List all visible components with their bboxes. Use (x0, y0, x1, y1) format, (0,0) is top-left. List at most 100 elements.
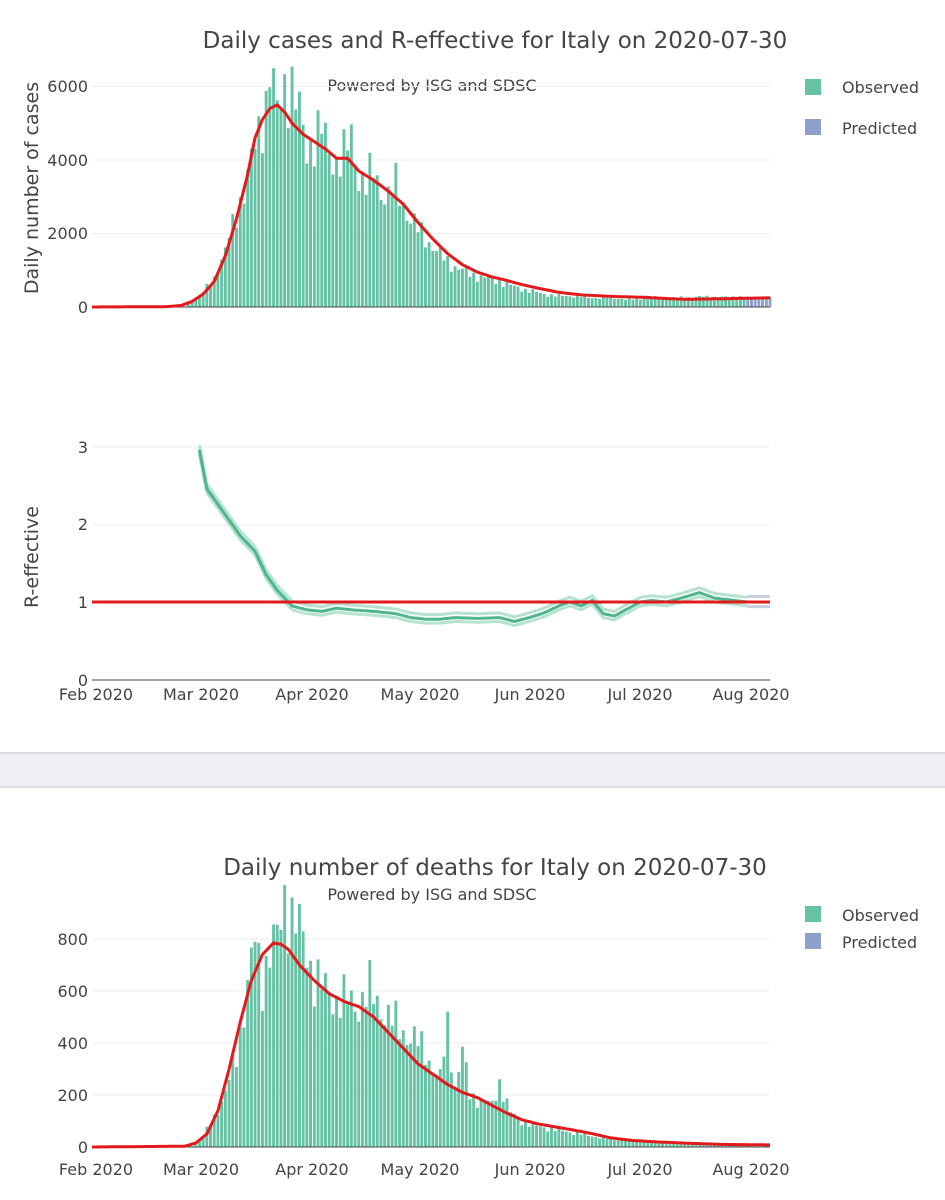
cases-observed-bar-day-41 (242, 203, 246, 307)
deaths-observed-bar-day-111 (501, 1101, 505, 1147)
cases-observed-bar-day-66 (335, 156, 338, 307)
cases-observed-bar-day-79 (383, 204, 387, 307)
reff-y-axis-label: R-effective (21, 506, 43, 608)
deaths-observed-bar-day-149 (642, 1141, 646, 1147)
deaths-observed-bar-day-102 (468, 1099, 472, 1147)
cases-observed-bar-day-36 (223, 247, 227, 307)
deaths-observed-bar-day-98 (453, 1086, 457, 1147)
deaths-observed-bar-day-51 (279, 929, 283, 1147)
deaths-observed-bar-day-124 (550, 1127, 553, 1147)
cases-observed-bar-day-133 (583, 295, 587, 307)
cases-predicted-bar-day-183 (768, 296, 772, 307)
cases-predicted-bar-day-179 (753, 296, 757, 307)
cases-observed-bar-day-158 (675, 297, 679, 307)
deaths-ytick-400: 400 (57, 1034, 88, 1053)
cases-predicted-bar-day-181 (761, 296, 764, 307)
deaths-legend-predicted-label[interactable]: Predicted (842, 933, 917, 952)
deaths-xtick-jun: Jun 2020 (494, 1160, 566, 1179)
deaths-observed-bar-day-71 (353, 1011, 357, 1147)
cases-observed-bar-day-155 (664, 299, 668, 307)
deaths-observed-bar-day-152 (653, 1141, 657, 1147)
legend-predicted-label[interactable]: Predicted (842, 119, 917, 138)
cases-observed-bar-day-50 (275, 100, 279, 307)
cases-observed-bar-day-94 (438, 247, 442, 307)
deaths-observed-bar-day-154 (661, 1142, 664, 1147)
legend-observed-label[interactable]: Observed (842, 78, 919, 97)
cases-observed-bar-day-47 (264, 90, 268, 308)
cases-observed-bar-day-26 (186, 304, 190, 307)
deaths-observed-bar-day-151 (650, 1142, 653, 1147)
cases-observed-bar-day-134 (587, 297, 590, 307)
cases-observed-bar-day-124 (550, 294, 553, 307)
deaths-observed-bar-day-155 (664, 1143, 668, 1147)
deaths-gridlines (92, 938, 770, 1096)
deaths-observed-bar-day-114 (512, 1114, 516, 1147)
cases-observed-bar-day-153 (657, 298, 661, 307)
deaths-observed-bar-day-106 (483, 1101, 487, 1147)
deaths-ytick-600: 600 (57, 982, 88, 1001)
deaths-observed-bar-day-163 (694, 1143, 698, 1147)
deaths-observed-bar-day-60 (312, 1006, 316, 1147)
cases-observed-bar-day-45 (257, 116, 261, 307)
deaths-observed-bar-day-38 (231, 1054, 235, 1147)
cases-predicted-bar-day-177 (746, 296, 750, 307)
deaths-observed-bar-day-35 (220, 1101, 224, 1147)
cases-observed-bar-day-58 (305, 163, 309, 307)
deaths-observed-bar-day-137 (598, 1138, 601, 1147)
cases-observed-bar-day-35 (220, 259, 224, 307)
cases-observed-bar-day-70 (349, 124, 353, 307)
cases-observed-bar-day-32 (209, 285, 212, 307)
reff-ytick-0: 0 (78, 671, 88, 690)
cases-ytick-0: 0 (78, 298, 88, 317)
deaths-observed-bar-day-94 (438, 1069, 442, 1147)
cases-observed-bar-day-76 (372, 177, 375, 307)
cases-observed-bar-day-117 (524, 288, 527, 307)
deaths-observed-bar-day-144 (624, 1140, 627, 1147)
deaths-x-axis: Feb 2020 Mar 2020 Apr 2020 May 2020 Jun … (59, 1160, 790, 1179)
deaths-observed-bar-day-61 (316, 959, 320, 1147)
xtick-apr: Apr 2020 (275, 685, 348, 704)
deaths-chart-title: Daily number of deaths for Italy on 2020… (223, 855, 767, 881)
cases-observed-bar-day-98 (453, 266, 457, 307)
deaths-legend-observed-label[interactable]: Observed (842, 906, 919, 925)
deaths-observed-bar-day-100 (461, 1046, 464, 1147)
deaths-observed-bar-day-46 (261, 1011, 264, 1147)
cases-observed-bar-day-176 (742, 297, 746, 307)
cases-observed-bar-day-54 (290, 66, 294, 307)
deaths-observed-bar-day-74 (364, 1006, 368, 1147)
section-divider (0, 752, 945, 788)
deaths-observed-bar-day-97 (449, 1072, 453, 1147)
deaths-observed-bar-day-66 (335, 995, 338, 1147)
cases-observed-bar-day-74 (364, 194, 368, 307)
cases-observed-bar-day-73 (361, 173, 364, 307)
deaths-observed-bar-day-104 (475, 1107, 479, 1147)
cases-observed-bar-day-115 (516, 286, 520, 307)
cases-observed-bar-day-67 (338, 176, 342, 307)
deaths-observed-bar-day-79 (383, 1025, 387, 1147)
cases-observed-bar-day-136 (594, 298, 598, 307)
deaths-legend[interactable]: Observed Predicted (805, 906, 919, 952)
cases-observed-bar-day-108 (490, 276, 494, 307)
deaths-observed-bar-day-59 (309, 960, 312, 1147)
deaths-observed-bar-day-118 (527, 1126, 531, 1147)
deaths-observed-bar-day-121 (538, 1126, 542, 1147)
cases-observed-bar-day-53 (286, 128, 290, 307)
deaths-observed-bar-day-134 (587, 1135, 590, 1147)
cases-observed-bar-day-140 (609, 296, 613, 307)
deaths-observed-bar-day-80 (386, 1004, 390, 1147)
deaths-observed-bar-day-65 (331, 1014, 335, 1147)
cases-ytick-6000: 6000 (47, 77, 88, 96)
cases-predicted-bar-day-182 (764, 296, 768, 307)
deaths-observed-bar-day-140 (609, 1138, 613, 1147)
cases-predicted-bar-day-178 (750, 296, 753, 307)
cases-legend[interactable]: Observed Predicted (805, 78, 919, 138)
deaths-observed-bar-day-57 (301, 931, 305, 1147)
cases-observed-bar-day-89 (420, 222, 424, 307)
cases-observed-bar-day-51 (279, 109, 283, 308)
deaths-observed-bar-day-96 (446, 1011, 450, 1147)
cases-observed-bar-day-162 (690, 298, 694, 307)
deaths-observed-bar-day-83 (398, 1039, 401, 1147)
cases-observed-bar-day-170 (720, 296, 724, 307)
deaths-ytick-200: 200 (57, 1086, 88, 1105)
cases-observed-bar-day-49 (272, 68, 275, 307)
